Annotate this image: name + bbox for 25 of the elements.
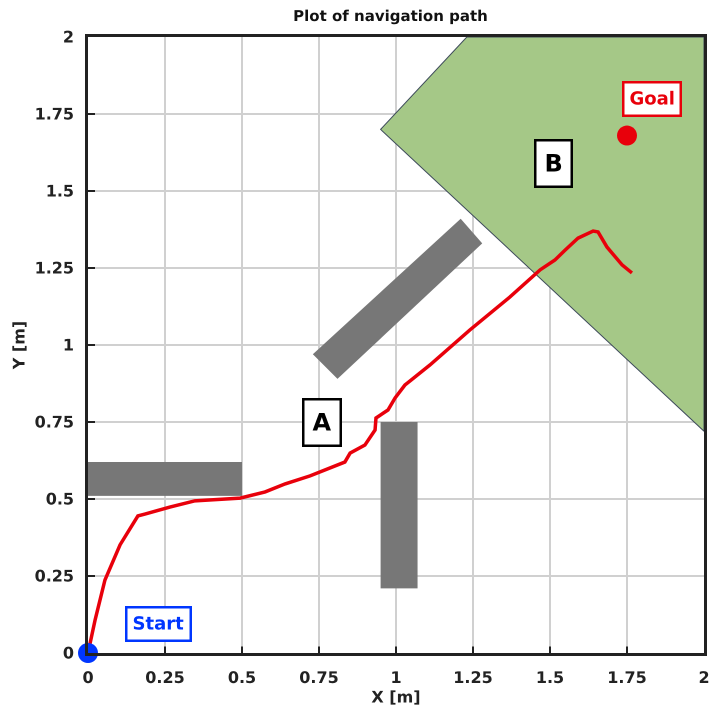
x-tick-label: 1 [390, 668, 402, 687]
y-tick-label: 0.5 [46, 490, 74, 509]
y-tick-label: 0 [62, 644, 74, 663]
x-tick-label: 1.5 [536, 668, 564, 687]
y-tick-label: 0.75 [34, 412, 74, 432]
y-axis-title: Y [m] [9, 320, 28, 370]
chart-title: Plot of navigation path [293, 7, 488, 26]
x-tick-label: 1.25 [453, 668, 493, 687]
x-tick-label: 0 [82, 668, 94, 687]
annotation: Start [132, 614, 184, 634]
x-tick-label: 0.5 [228, 668, 256, 687]
y-tick-label: 2 [62, 28, 74, 47]
x-tick-label: 0.75 [299, 668, 339, 687]
x-tick-label: 1.75 [607, 668, 647, 687]
y-tick-label: 1.75 [34, 104, 74, 124]
y-tick-label: 1 [62, 336, 74, 355]
annotation: A [312, 408, 332, 436]
annotation: Goal [630, 88, 675, 110]
y-tick-label: 1.25 [34, 258, 74, 278]
annotation: B [544, 150, 563, 178]
y-tick-label: 0.25 [34, 566, 74, 586]
y-tick-label: 1.5 [46, 182, 74, 201]
x-axis-title: X [m] [371, 688, 421, 707]
x-tick-label: 0.25 [145, 668, 185, 687]
x-tick-label: 2 [698, 668, 710, 687]
